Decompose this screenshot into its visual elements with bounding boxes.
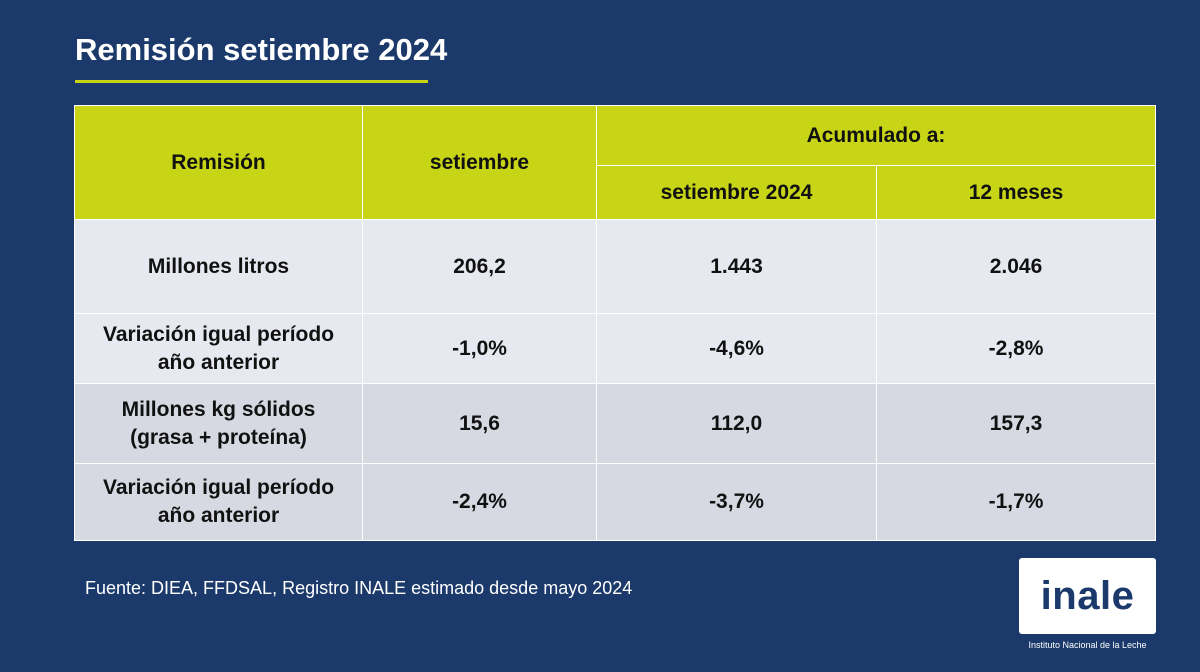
header-setiembre-2024: setiembre 2024	[596, 165, 877, 220]
table-row: Millones litros 206,2 1.443 2.046	[74, 219, 1157, 314]
logo-wordmark: inale	[1040, 573, 1135, 618]
table-row: Millones kg sólidos (grasa + proteína) 1…	[74, 383, 1157, 464]
cell-value: 1.443	[596, 219, 877, 314]
cell-value: -1,7%	[875, 463, 1157, 541]
table-row: Variación igual período año anterior -1,…	[74, 313, 1157, 384]
row-label-line: (grasa + proteína)	[130, 425, 307, 449]
cell-value: 206,2	[362, 219, 597, 314]
cell-value: -4,6%	[596, 313, 877, 384]
row-label-line: año anterior	[157, 350, 280, 374]
row-label-line: Variación igual período	[102, 322, 335, 346]
row-label-line: Variación igual período	[102, 476, 335, 499]
row-label-line: Millones kg sólidos	[121, 397, 316, 421]
cell-value: -2,8%	[875, 313, 1157, 384]
header-acumulado: Acumulado a:	[595, 105, 1157, 166]
cell-value: -1,0%	[362, 313, 597, 384]
cell-value: 2.046	[875, 219, 1157, 314]
cell-value: 157,3	[875, 383, 1157, 464]
remision-table: Remisión setiembre Acumulado a: setiembr…	[74, 105, 1157, 541]
cell-value: -2,4%	[362, 463, 597, 541]
logo-subtitle: Instituto Nacional de la Leche	[1028, 640, 1147, 650]
header-remision: Remisión	[74, 105, 363, 220]
header-row-top: Remisión setiembre Acumulado a:	[74, 105, 1157, 220]
header-setiembre: setiembre	[362, 105, 597, 220]
row-label: Variación igual período año anterior	[74, 463, 363, 541]
row-label: Variación igual período año anterior	[74, 313, 363, 384]
row-label: Millones litros	[74, 219, 363, 314]
cell-value: 15,6	[362, 383, 597, 464]
header-row-bottom: setiembre 2024 12 meses	[74, 165, 1157, 220]
header-12-meses: 12 meses	[875, 165, 1157, 220]
cell-value: 112,0	[596, 383, 877, 464]
row-label: Millones kg sólidos (grasa + proteína)	[74, 383, 363, 464]
title-underline	[75, 80, 428, 83]
row-label-line: año anterior	[157, 504, 280, 527]
inale-logo: inale	[1019, 558, 1156, 634]
table-row: Variación igual período año anterior -2,…	[74, 463, 1157, 541]
source-note: Fuente: DIEA, FFDSAL, Registro INALE est…	[85, 578, 633, 598]
cell-value: -3,7%	[596, 463, 877, 541]
page-title: Remisión setiembre 2024	[75, 32, 448, 67]
